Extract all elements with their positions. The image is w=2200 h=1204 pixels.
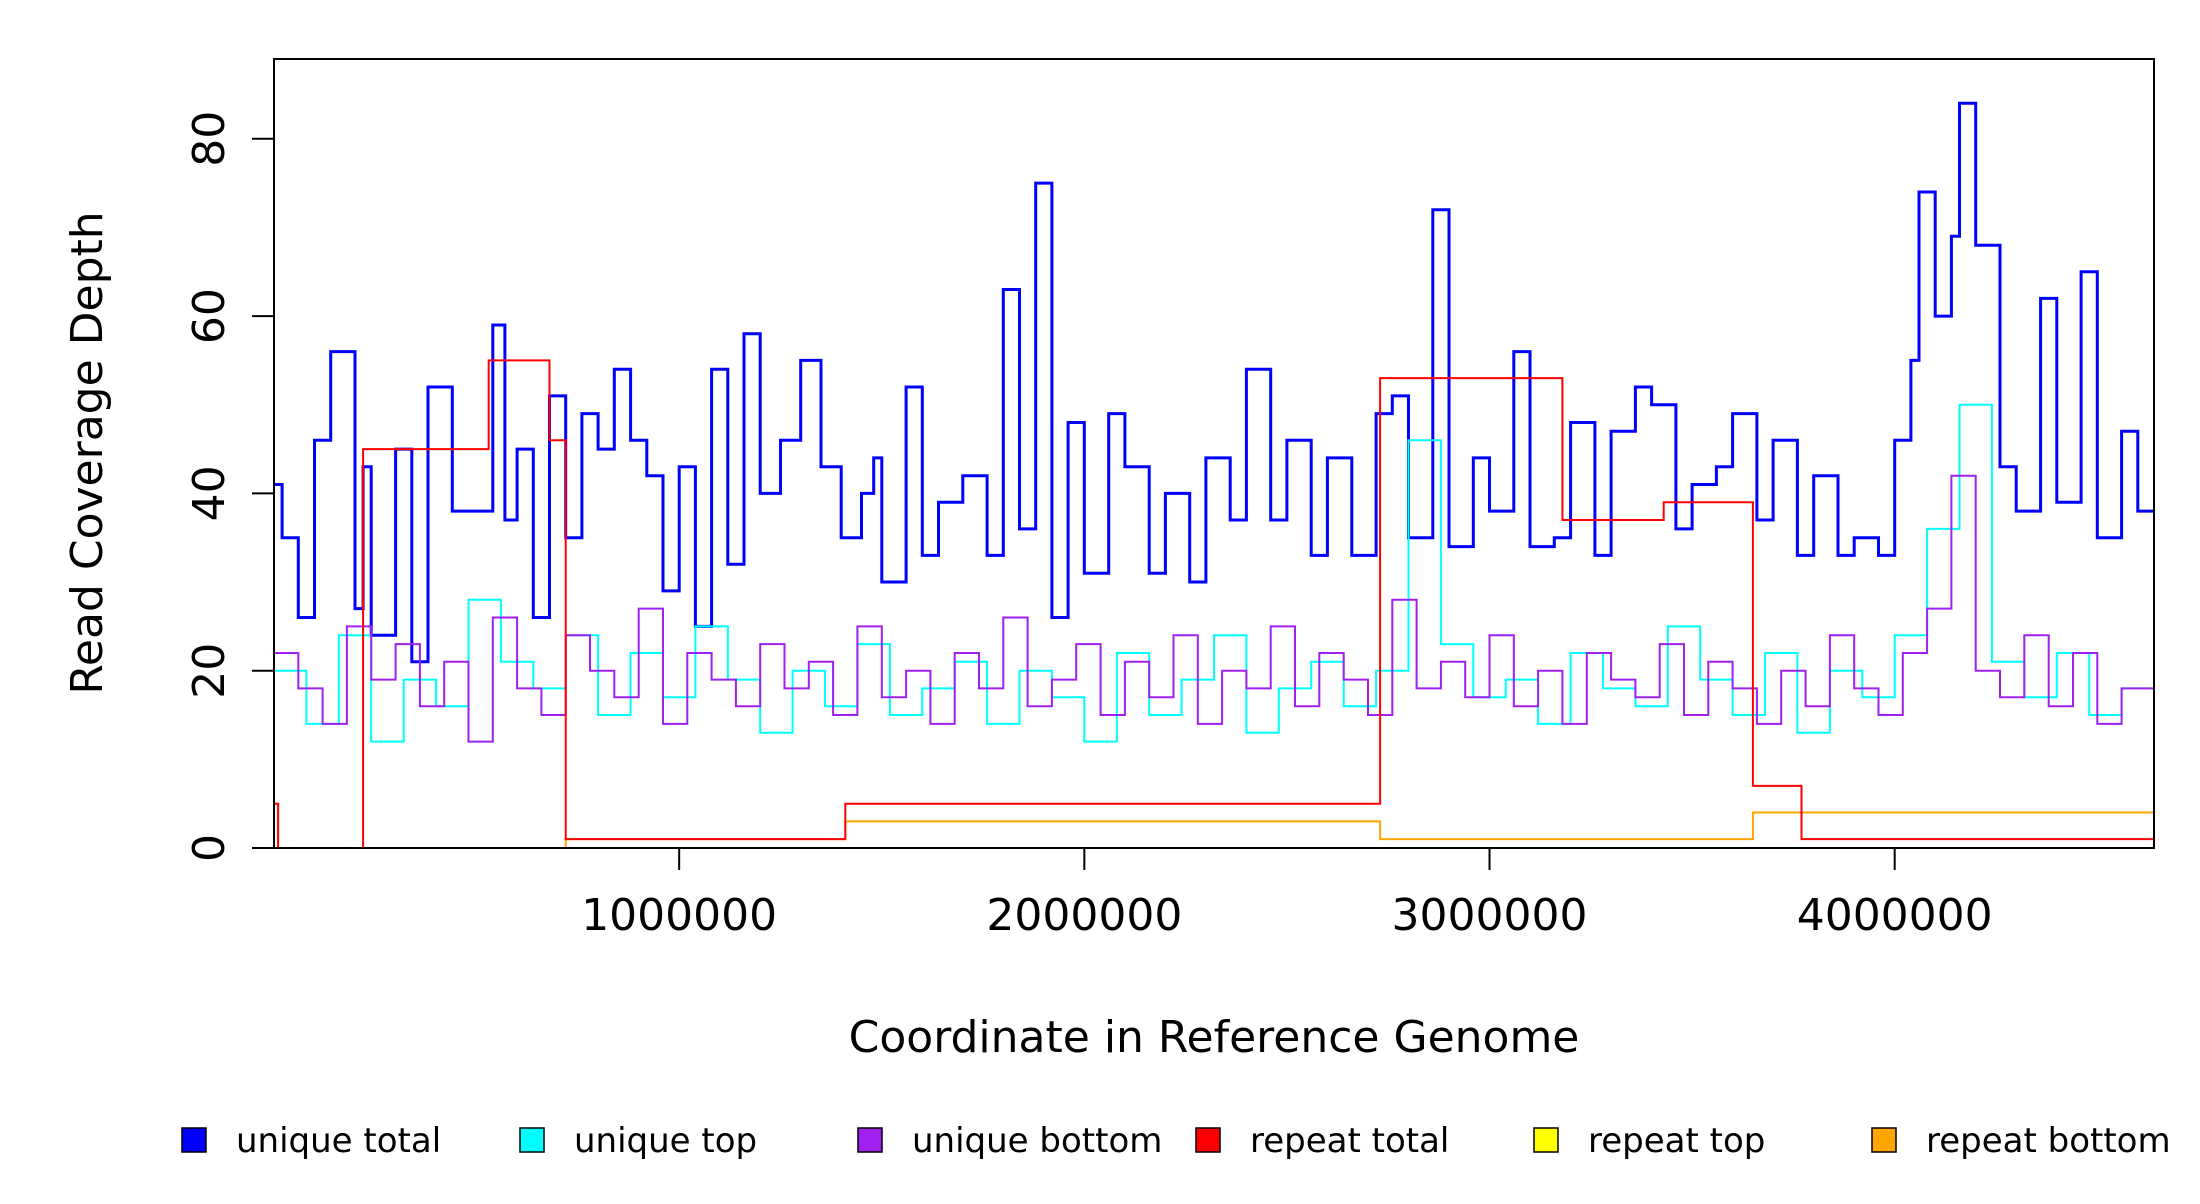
legend-item-repeat-top: repeat top	[1533, 1121, 1765, 1161]
legend: unique total unique top unique bottom repea…	[181, 1121, 2171, 1161]
x-axis: 1000000 2000000 3000000 4000000	[581, 848, 1993, 941]
legend-label: repeat top	[1588, 1121, 1765, 1161]
x-axis-title: Coordinate in Reference Genome	[849, 1012, 1580, 1063]
series-line-unique-total	[274, 101, 2154, 664]
y-tick-label: 80	[184, 111, 235, 167]
x-tick-label: 2000000	[986, 890, 1182, 941]
x-tick-label: 3000000	[1392, 890, 1588, 941]
legend-item-repeat-bottom: repeat bottom	[1871, 1121, 2171, 1161]
y-tick-label: 0	[184, 834, 235, 862]
x-tick-label: 4000000	[1797, 890, 1993, 941]
y-axis: 0 20 40 60 80	[184, 111, 274, 862]
legend-item-unique-bottom: unique bottom	[857, 1121, 1162, 1161]
legend-swatch	[1871, 1127, 1897, 1153]
x-tick-label: 1000000	[581, 890, 777, 941]
y-tick-label: 60	[184, 288, 235, 344]
legend-label: repeat total	[1250, 1121, 1449, 1161]
y-axis-title: Read Coverage Depth	[62, 211, 113, 694]
legend-item-unique-total: unique total	[181, 1121, 441, 1161]
legend-swatch	[519, 1127, 545, 1153]
legend-label: unique total	[236, 1121, 441, 1161]
legend-label: repeat bottom	[1926, 1121, 2171, 1161]
legend-label: unique bottom	[912, 1121, 1162, 1161]
legend-swatch	[1533, 1127, 1559, 1153]
legend-label: unique top	[574, 1121, 757, 1161]
legend-item-unique-top: unique top	[519, 1121, 757, 1161]
series-line-repeat-total	[274, 359, 2154, 848]
plot-frame	[273, 58, 2155, 849]
series-line-repeat-bottom	[274, 802, 2154, 848]
legend-swatch	[1195, 1127, 1221, 1153]
y-tick-label: 40	[184, 465, 235, 521]
series-line-unique-bottom	[274, 474, 2154, 743]
series-line-unique-top	[274, 403, 2154, 743]
legend-item-repeat-total: repeat total	[1195, 1121, 1449, 1161]
legend-swatch	[857, 1127, 883, 1153]
y-tick-label: 20	[184, 643, 235, 699]
legend-swatch	[181, 1127, 207, 1153]
plot-area	[274, 101, 2154, 848]
